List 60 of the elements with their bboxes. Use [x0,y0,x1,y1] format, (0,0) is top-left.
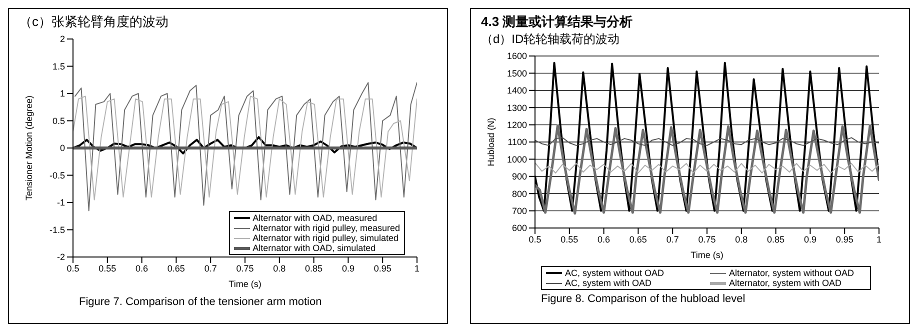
x-tick-label: 0.8 [735,234,748,244]
x-tick-label: 0.95 [374,263,392,274]
y-tick-label: 1000 [506,154,527,164]
x-tick-label: 0.85 [767,234,785,244]
y-tick-label: 1200 [506,120,527,130]
y-axis-title: Tensioner Motion (degree) [24,95,34,201]
x-tick-label: 0.65 [167,263,185,274]
x-tick-label: 0.8 [273,263,286,274]
legend-label: Alternator, system with OAD [729,278,842,288]
chart-subtitle: （d）ID轮轮轴载荷的波动 [481,31,621,48]
y-tick-label: 1.5 [52,61,65,72]
x-tick-label: 0.7 [666,234,679,244]
x-axis-title: Time (s) [690,250,724,260]
x-tick-label: 0.75 [698,234,716,244]
y-tick-label: -1.5 [49,224,65,235]
x-tick-label: 1 [876,234,882,244]
y-tick-label: 700 [512,206,527,216]
x-tick-label: 0.5 [66,263,80,274]
line-series [535,162,879,174]
y-tick-label: 1600 [506,51,527,62]
y-tick-label: 600 [512,223,527,234]
chart-title: 4.3 测量或计算结果与分析 [481,13,634,31]
caption: Figure 8. Comparison of the hubload level [541,293,746,305]
x-tick-label: 0.7 [204,263,217,274]
x-tick-label: 0.55 [560,234,578,244]
y-tick-label: 0.5 [52,116,65,126]
y-axis-title: Hubload (N) [486,118,496,166]
caption: Figure 7. Comparison of the tensioner arm motion [79,296,323,308]
legend-label: AC, system without OAD [565,268,664,278]
x-tick-label: 0.95 [836,234,854,244]
legend-label: Alternator with OAD, simulated [252,243,376,253]
legend-label: Alternator with rigid pulley, measured [252,223,400,233]
x-tick-label: 0.85 [305,263,323,274]
legend-label: AC, system with OAD [565,278,652,288]
x-tick-label: 0.9 [342,263,354,274]
x-tick-label: 0.5 [528,234,542,244]
y-tick-label: 1500 [506,68,527,78]
x-tick-label: 0.6 [598,234,610,244]
y-tick-label: 800 [512,188,527,199]
x-axis-title: Time (s) [228,279,262,289]
y-tick-label: -2 [56,252,65,262]
x-tick-label: 0.6 [136,263,148,274]
x-tick-label: 0.65 [629,234,647,244]
legend-label: Alternator with rigid pulley, simulated [252,233,398,243]
x-tick-label: 0.9 [804,234,816,244]
x-tick-label: 0.75 [236,263,254,274]
chart-title: （c）张紧轮臂角度的波动 [19,13,170,31]
y-tick-label: 1100 [508,137,527,148]
legend-label: Alternator, system without OAD [729,268,854,278]
x-tick-label: 1 [414,263,420,274]
y-tick-label: 1 [60,88,65,99]
y-tick-label: -1 [56,198,65,208]
y-tick-label: 1400 [506,86,527,96]
y-tick-label: -0.5 [49,170,65,180]
y-tick-label: 1300 [506,102,527,113]
legend-label: Alternator with OAD, measured [252,213,378,223]
x-tick-label: 0.55 [98,263,116,274]
y-tick-label: 2 [60,34,65,44]
y-tick-label: 900 [512,172,527,182]
y-tick-label: 0 [60,143,65,154]
